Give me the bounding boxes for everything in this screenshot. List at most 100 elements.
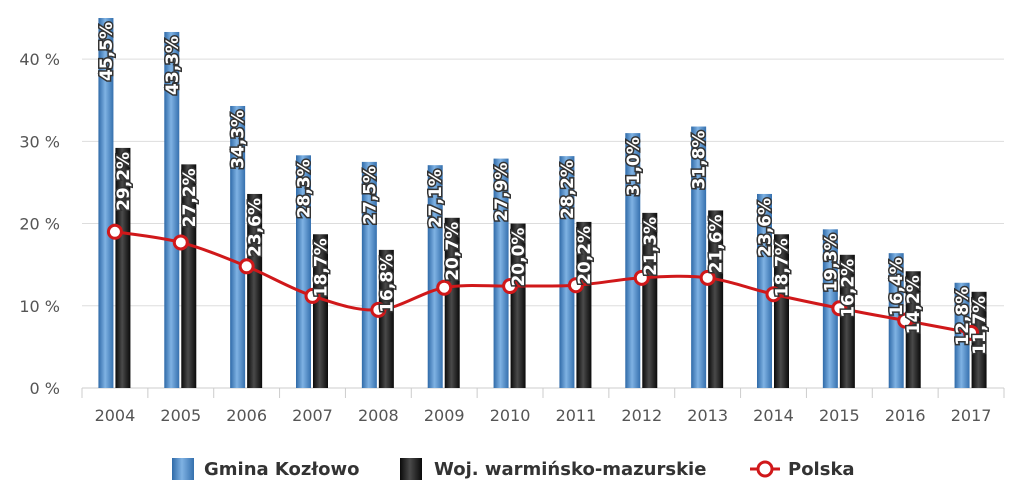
bar-wojewodztwo <box>839 254 855 388</box>
legend-marker-polska <box>756 460 774 478</box>
x-tick-label: 2007 <box>292 406 333 425</box>
x-tick-label: 2013 <box>687 406 728 425</box>
data-label-gmina: 31,8% <box>690 131 710 190</box>
point-polska <box>436 279 453 296</box>
bar-wojewodztwo <box>774 234 789 388</box>
point-polska <box>897 312 914 329</box>
x-tick-label: 2010 <box>490 406 531 425</box>
point-polska <box>831 300 848 317</box>
x-tick-label: 2017 <box>951 406 992 425</box>
bar-wojewodztwo <box>971 291 987 388</box>
legend-swatch-gmina <box>172 458 194 480</box>
bar-gmina <box>427 165 443 388</box>
bar-gmina <box>98 18 114 388</box>
x-tick-label: 2012 <box>621 406 662 425</box>
x-tick-label: 2004 <box>95 406 136 425</box>
bar-wojewodztwo <box>115 147 131 388</box>
x-tick-label: 2014 <box>753 406 794 425</box>
data-label-wojewodztwo: 21,6% <box>707 214 727 273</box>
x-tick-label: 2016 <box>885 406 926 425</box>
point-polska <box>238 258 255 275</box>
y-axis: 0 % 10 % 20 % 30 % 40 % <box>19 50 60 398</box>
data-label-wojewodztwo: 14,2% <box>904 275 924 334</box>
data-label-gmina: 23,6% <box>756 198 776 257</box>
bar-wojewodztwo <box>247 193 263 388</box>
data-label-wojewodztwo: 18,7% <box>312 238 332 297</box>
bar-wojewodztwo <box>576 221 592 388</box>
bar-gmina <box>888 253 904 388</box>
legend-label-polska: Polska <box>788 459 855 480</box>
x-tick-label: 2005 <box>160 406 201 425</box>
data-label-wojewodztwo: 20,0% <box>509 228 529 287</box>
point-polska <box>765 286 782 303</box>
x-tick-label: 2009 <box>424 406 465 425</box>
data-label-wojewodztwo: 29,2% <box>114 152 134 211</box>
data-label-gmina: 34,3% <box>229 110 249 169</box>
data-label-gmina: 27,1% <box>426 169 446 228</box>
data-label-wojewodztwo: 18,7% <box>773 238 793 297</box>
y-tick-label: 10 % <box>19 297 60 316</box>
data-label-gmina: 45,5% <box>97 22 117 81</box>
data-label-gmina: 12,8% <box>953 287 973 346</box>
bars <box>98 18 987 389</box>
point-polska <box>502 278 519 295</box>
bar-gmina <box>559 156 575 388</box>
bar-wojewodztwo <box>510 223 526 388</box>
data-label-wojewodztwo: 21,3% <box>641 217 661 276</box>
data-label-gmina: 31,0% <box>624 137 644 196</box>
x-tick-label: 2015 <box>819 406 860 425</box>
bar-gmina <box>954 282 970 388</box>
point-polska <box>963 324 980 341</box>
data-label-gmina: 28,3% <box>295 159 315 218</box>
data-label-wojewodztwo: 23,6% <box>246 198 266 257</box>
bar-gmina <box>493 158 509 388</box>
data-label-gmina: 27,5% <box>360 166 380 225</box>
bar-wojewodztwo <box>181 164 197 388</box>
y-tick-label: 30 % <box>19 132 60 151</box>
point-polska <box>370 301 387 318</box>
bar-gmina <box>230 105 246 388</box>
data-label-wojewodztwo: 11,7% <box>970 296 990 355</box>
bar-gmina <box>691 126 707 389</box>
y-tick-label: 20 % <box>19 215 60 234</box>
point-polska <box>567 277 584 294</box>
legend-label-wojewodztwo: Woj. warmińsko-mazurskie <box>434 459 706 480</box>
bar-wojewodztwo <box>708 210 724 388</box>
data-label-wojewodztwo: 20,2% <box>575 226 595 285</box>
bar-wojewodztwo <box>642 212 658 388</box>
x-tick-label: 2011 <box>556 406 597 425</box>
data-label-gmina: 28,2% <box>558 160 578 219</box>
bar-wojewodztwo <box>378 249 394 388</box>
data-labels: 45,5% 43,3% 34,3% 28,3% 27,5% 27,1% 27,9% 28,2%… <box>95 21 991 357</box>
y-tick-label: 0 % <box>30 379 60 398</box>
bar-gmina <box>625 133 641 388</box>
data-label-wojewodztwo: 27,2% <box>180 168 200 227</box>
data-label-wojewodztwo: 16,2% <box>838 259 858 318</box>
data-label-gmina: 27,9% <box>492 163 512 222</box>
x-tick-label: 2008 <box>358 406 399 425</box>
y-tick-label: 40 % <box>19 50 60 69</box>
bar-wojewodztwo <box>444 217 460 388</box>
point-polska <box>304 287 321 304</box>
bar-wojewodztwo <box>905 271 921 388</box>
data-label-wojewodztwo: 20,7% <box>443 222 463 281</box>
point-polska <box>172 234 189 251</box>
bar-wojewodztwo <box>313 234 328 388</box>
line-series <box>106 223 980 341</box>
legend: Gmina Kozłowo Woj. warmińsko-mazurskie Pol… <box>172 458 855 480</box>
data-label-gmina: 19,3% <box>821 233 841 292</box>
legend-swatch-wojewodztwo <box>400 458 422 480</box>
bar-gmina <box>822 229 838 388</box>
bar-gmina <box>164 31 180 388</box>
legend-label-gmina: Gmina Kozłowo <box>204 459 359 480</box>
gridlines <box>82 58 1004 389</box>
x-tick-label: 2006 <box>226 406 267 425</box>
point-polska <box>106 223 123 240</box>
x-axis: 2004 2005 2006 2007 2008 2009 2010 2011 2012 2013… <box>81 387 1005 425</box>
data-label-gmina: 16,4% <box>887 257 907 316</box>
data-label-wojewodztwo: 16,8% <box>377 254 397 313</box>
point-polska <box>633 269 650 286</box>
data-label-gmina: 43,3% <box>163 36 183 95</box>
bar-gmina <box>296 155 311 388</box>
